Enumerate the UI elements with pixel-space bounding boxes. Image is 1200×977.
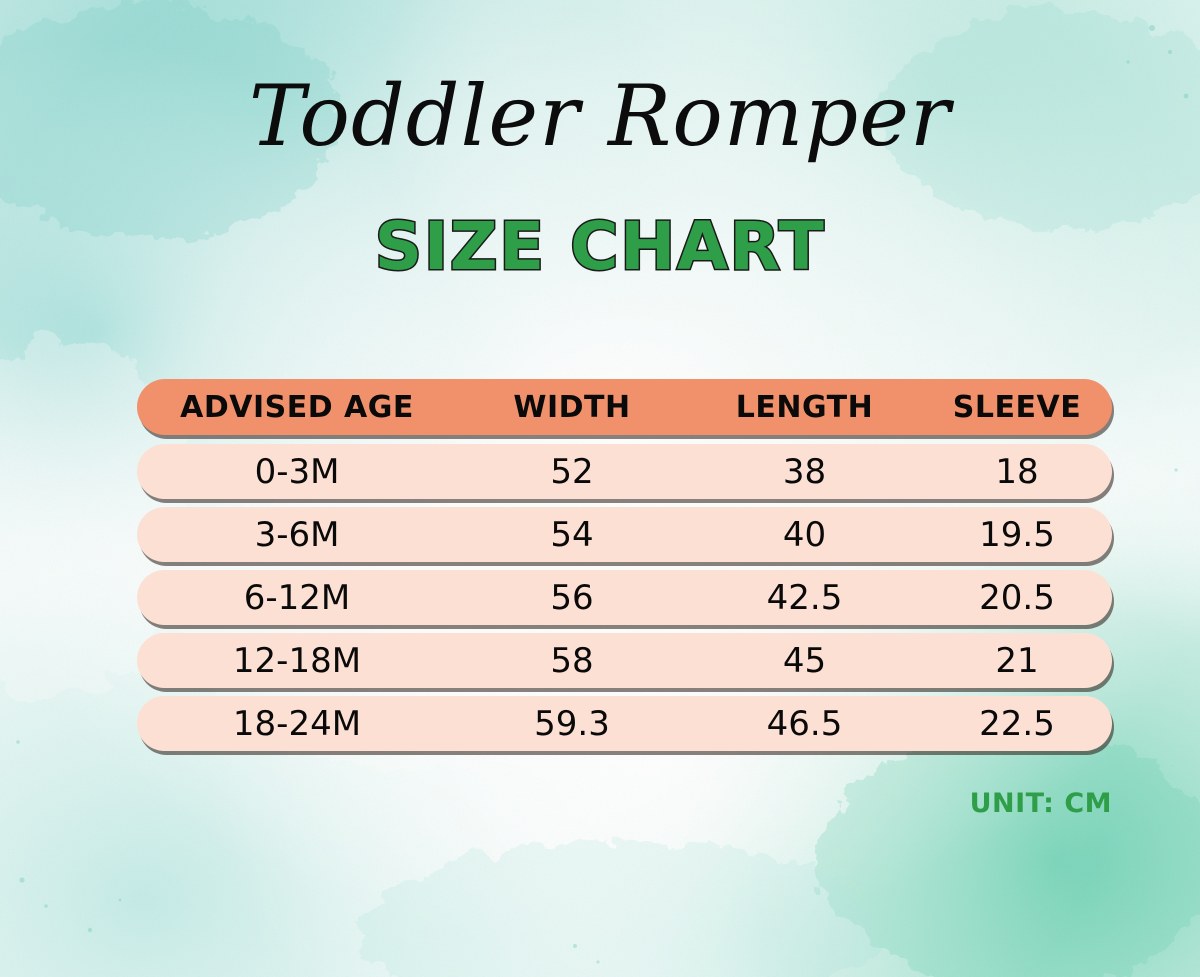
cell-sleeve: 19.5 — [979, 514, 1055, 555]
unit-note: UNIT: CM — [969, 788, 1112, 819]
column-header-advised-age: ADVISED AGE — [180, 389, 414, 425]
column-header-sleeve: SLEEVE — [952, 389, 1082, 425]
cell-width: 59.3 — [534, 703, 610, 744]
cell-age: 3-6M — [254, 514, 340, 555]
cell-age: 18-24M — [232, 703, 362, 744]
cell-width: 58 — [550, 640, 594, 681]
cell-age: 6-12M — [243, 577, 351, 618]
column-header-width: WIDTH — [513, 389, 631, 425]
size-chart-table: ADVISED AGE WIDTH LENGTH SLEEVE 0-3M 52 … — [137, 379, 1112, 759]
table-row: 12-18M 58 45 21 — [137, 633, 1112, 688]
table-row: 6-12M 56 42.5 20.5 — [137, 570, 1112, 625]
table-row: 18-24M 59.3 46.5 22.5 — [137, 696, 1112, 751]
cell-age: 0-3M — [254, 451, 340, 492]
cell-age: 12-18M — [232, 640, 362, 681]
cell-length: 42.5 — [766, 577, 843, 618]
cell-width: 56 — [550, 577, 594, 618]
page-subtitle: SIZE CHART — [373, 208, 826, 285]
cell-length: 38 — [782, 451, 827, 492]
cell-length: 40 — [782, 514, 827, 555]
subtitle-container: SIZE CHART — [0, 208, 1200, 285]
table-header-row: ADVISED AGE WIDTH LENGTH SLEEVE — [137, 379, 1112, 435]
table-row: 3-6M 54 40 19.5 — [137, 507, 1112, 562]
table-row: 0-3M 52 38 18 — [137, 444, 1112, 499]
cell-width: 52 — [550, 451, 594, 492]
cell-length: 45 — [782, 640, 827, 681]
page-title: Toddler Romper — [248, 67, 952, 165]
column-header-length: LENGTH — [735, 389, 874, 425]
cell-sleeve: 22.5 — [979, 703, 1055, 744]
cell-sleeve: 20.5 — [979, 577, 1055, 618]
cell-sleeve: 18 — [995, 451, 1039, 492]
cell-width: 54 — [550, 514, 594, 555]
cell-sleeve: 21 — [995, 640, 1039, 681]
cell-length: 46.5 — [766, 703, 843, 744]
